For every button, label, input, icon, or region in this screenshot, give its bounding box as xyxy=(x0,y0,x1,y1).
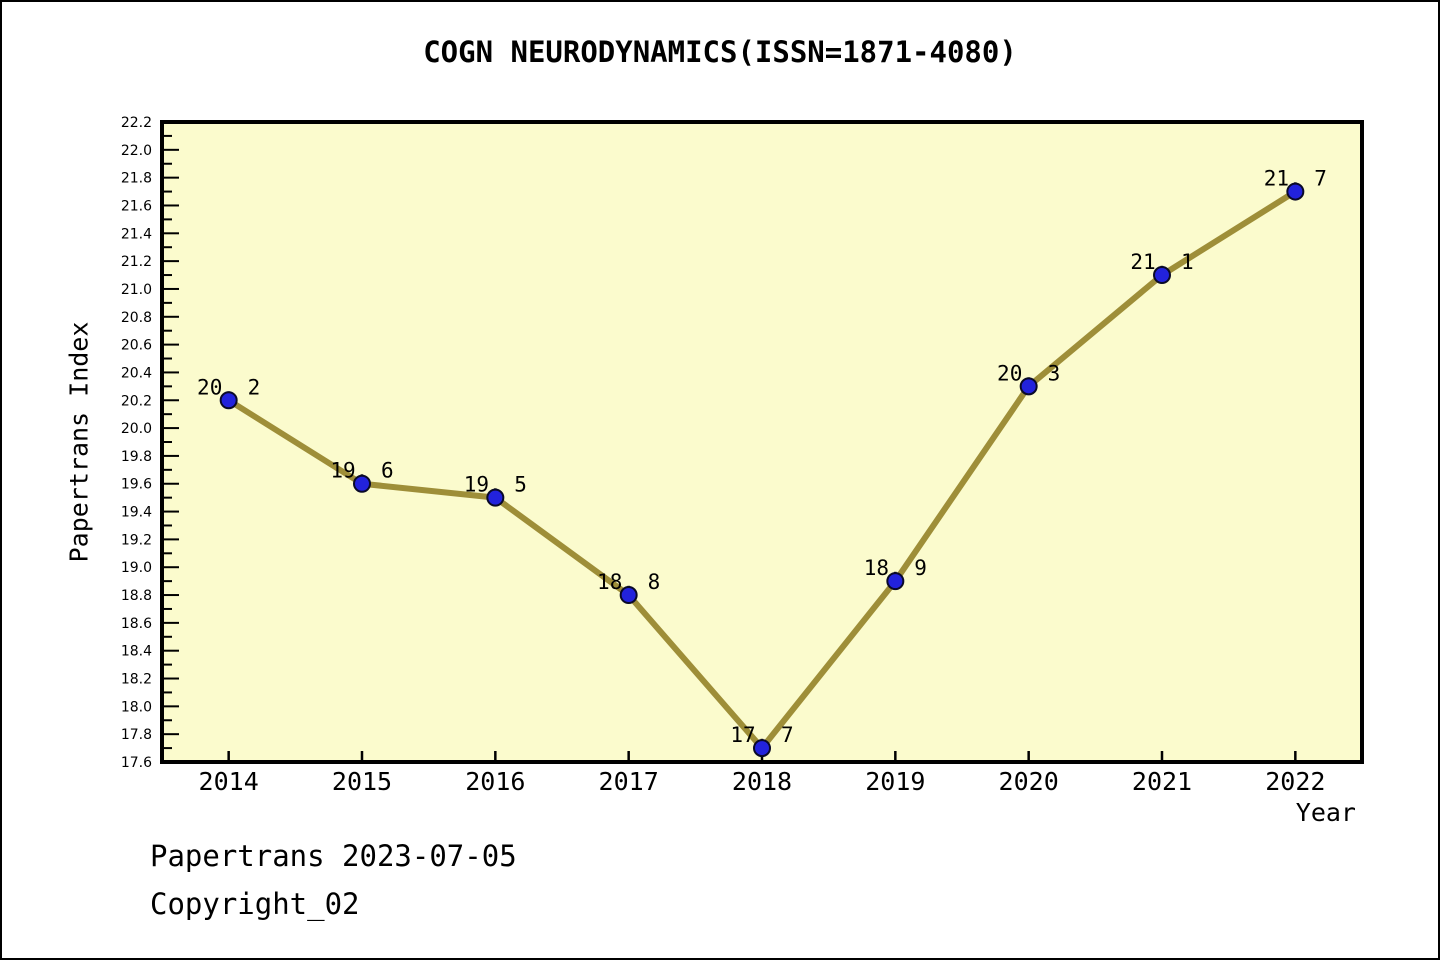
x-tick-label: 2015 xyxy=(332,767,392,796)
data-point xyxy=(486,488,505,507)
y-tick-label: 20.2 xyxy=(121,393,152,409)
y-tick-label: 17.8 xyxy=(121,727,152,743)
y-tick-label: 18.8 xyxy=(121,588,152,604)
y-tick-label: 20.0 xyxy=(121,421,152,437)
y-tick-label: 21.0 xyxy=(121,282,152,298)
data-point xyxy=(353,474,371,493)
y-tick-label: 22.0 xyxy=(121,143,152,159)
y-tick-label: 21.8 xyxy=(121,171,152,187)
data-point xyxy=(219,391,238,410)
data-point xyxy=(753,739,771,758)
x-tick-label: 2020 xyxy=(999,767,1059,796)
y-tick-label: 18.2 xyxy=(121,672,152,688)
x-tick-label: 2022 xyxy=(1265,767,1325,796)
x-tick-label: 2017 xyxy=(599,767,659,796)
y-tick-label: 20.6 xyxy=(121,338,152,354)
y-tick-label: 20.8 xyxy=(121,310,152,326)
x-axis-label: Year xyxy=(1295,798,1356,827)
footer-copyright: Copyright_02 xyxy=(150,887,360,921)
x-tick-label: 2019 xyxy=(865,767,925,796)
y-tick-label: 22.2 xyxy=(121,115,152,131)
footer-watermark: Papertrans 2023-07-05 xyxy=(150,839,517,873)
y-tick-label: 21.2 xyxy=(121,254,152,270)
x-tick-label: 2016 xyxy=(465,767,525,796)
data-point xyxy=(619,586,638,605)
y-tick-label: 20.4 xyxy=(121,365,152,381)
data-point xyxy=(886,572,905,591)
data-point xyxy=(1019,377,1038,396)
y-tick-label: 19.8 xyxy=(121,449,152,465)
y-tick-label: 17.6 xyxy=(121,755,152,771)
x-tick-label: 2018 xyxy=(732,767,792,796)
y-tick-label: 18.6 xyxy=(121,616,152,632)
y-tick-label: 19.2 xyxy=(121,532,152,548)
y-tick-label: 18.4 xyxy=(121,644,152,660)
y-axis-label: Papertrans Index xyxy=(64,321,94,563)
y-tick-label: 21.6 xyxy=(121,198,152,214)
chart-title: COGN NEURODYNAMICS(ISSN=1871-4080) xyxy=(423,35,1017,69)
y-tick-label: 21.4 xyxy=(121,226,152,242)
plot-background xyxy=(162,122,1362,762)
x-tick-label: 2021 xyxy=(1132,767,1192,796)
y-tick-label: 18.0 xyxy=(121,699,152,715)
y-tick-label: 19.4 xyxy=(121,505,152,521)
x-tick-label: 2014 xyxy=(199,767,259,796)
plot-border xyxy=(160,120,1364,764)
y-tick-label: 19.0 xyxy=(121,560,152,576)
data-point xyxy=(1286,182,1305,201)
y-tick-label: 19.6 xyxy=(121,477,152,493)
data-point xyxy=(1153,266,1171,285)
